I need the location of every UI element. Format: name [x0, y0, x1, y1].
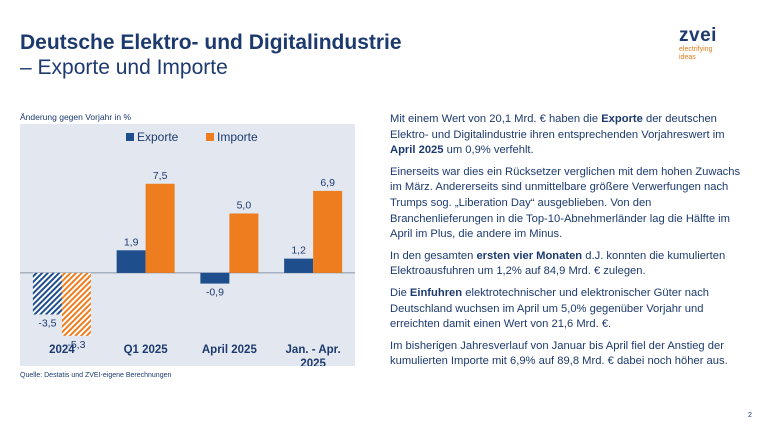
legend-swatch-exporte	[126, 133, 134, 141]
zvei-logo: zvei electrifying ideas	[679, 26, 717, 62]
legend-label-exporte: Exporte	[137, 130, 179, 144]
chart-ylabel: Änderung gegen Vorjahr in %	[20, 112, 132, 122]
legend-label-importe: Importe	[217, 130, 258, 144]
data-label-exporte-3: -0,9	[206, 287, 224, 299]
emphasis-text: April 2025	[390, 144, 444, 157]
bar-importe-4	[313, 190, 343, 273]
text-run: Mit einem Wert von 20,1 Mrd. € haben die	[390, 113, 602, 125]
paragraph-3: In den gesamten ersten vier Monaten d.J.…	[390, 249, 750, 280]
page-number: 2	[748, 412, 752, 419]
category-label-2: Q1 2025	[124, 344, 169, 356]
category-label-1: 2024	[49, 344, 75, 356]
commentary-text: Mit einem Wert von 20,1 Mrd. € haben die…	[390, 112, 750, 376]
text-run: Die	[390, 286, 410, 299]
text-run: um 0,9% verfehlt.	[443, 144, 534, 157]
data-label-importe-1: -5,3	[67, 339, 85, 351]
text-run: Einerseits war dies ein Rücksetzer vergl…	[390, 165, 741, 241]
source-note: Quelle: Destatis und ZVEI-eigene Berechn…	[20, 372, 172, 379]
slide-title-line1: Deutsche Elektro- und Digitalindustrie	[20, 31, 402, 54]
text-run: Im bisherigen Jahresverlauf von Januar b…	[390, 339, 728, 368]
chart-area: Exporte Importe -3,5 -5,3 2024 1,9 7,5 Q1 2025 -…	[20, 124, 355, 366]
emphasis-text: Exporte	[601, 113, 643, 125]
data-label-exporte-2: 1,9	[124, 236, 139, 248]
category-label-3: April 2025	[202, 344, 258, 356]
paragraph-4: Die Einfuhren elektrotechnischer und ele…	[390, 286, 750, 333]
logo-wordmark: zvei	[679, 25, 717, 46]
paragraph-5: Im bisherigen Jahresverlauf von Januar b…	[390, 339, 750, 370]
slide-title: Deutsche Elektro- und Digitalindustrie –…	[20, 30, 402, 80]
legend-swatch-importe	[206, 133, 214, 141]
text-run: elektrotechnischer und elektronischer Gü…	[390, 286, 710, 331]
paragraph-2: Einerseits war dies ein Rücksetzer vergl…	[390, 165, 750, 243]
bar-exporte-2	[116, 250, 146, 273]
bar-exporte-4	[284, 258, 314, 273]
category-label-4: Jan. - Apr.	[286, 344, 341, 356]
text-run: In den gesamten	[390, 249, 477, 262]
text-run: d.J. konnten die kumulierten Elektroausf…	[390, 249, 726, 278]
logo-tagline-1: electrifying	[679, 46, 713, 53]
data-label-exporte-4: 1,2	[291, 245, 306, 257]
emphasis-text: ersten vier Monaten	[476, 249, 583, 262]
data-label-importe-4: 6,9	[320, 177, 335, 189]
bar-importe-2	[145, 183, 175, 273]
data-label-exporte-1: -3,5	[38, 317, 56, 329]
emphasis-text: Einfuhren	[409, 286, 463, 299]
bar-exporte-1	[32, 272, 62, 315]
paragraph-1: Mit einem Wert von 20,1 Mrd. € haben die…	[390, 112, 750, 159]
slide-title-line2: – Exporte und Importe	[20, 56, 228, 79]
text-run: der deutschen Elektro- und Digitalindust…	[390, 113, 725, 141]
data-label-importe-2: 7,5	[153, 170, 168, 182]
logo-tagline-2: ideas	[679, 54, 696, 61]
bar-exporte-3	[200, 272, 230, 284]
bar-importe-3	[229, 213, 259, 273]
data-label-importe-3: 5,0	[237, 199, 252, 211]
category-label-4: 2025	[300, 358, 326, 366]
bar-importe-1	[61, 272, 91, 336]
